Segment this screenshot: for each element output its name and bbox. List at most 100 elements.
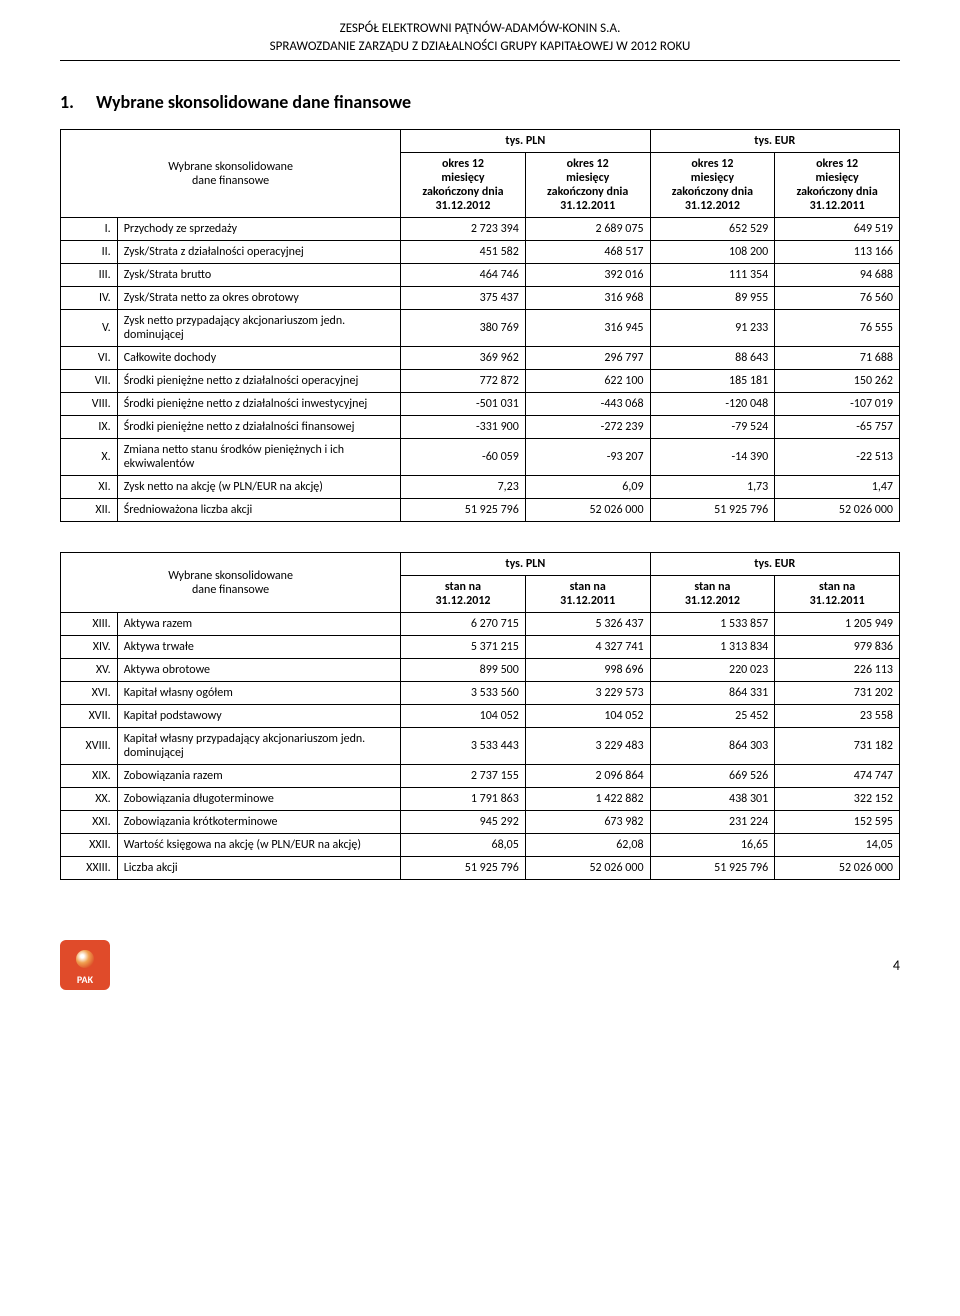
t2-value: 474 747 [775, 765, 900, 788]
page-number: 4 [893, 957, 900, 974]
t2-roman: XIX. [61, 765, 118, 788]
table-row: XX.Zobowiązania długoterminowe1 791 8631… [61, 788, 900, 811]
t2-value: 669 526 [650, 765, 775, 788]
t2-roman: XXII. [61, 834, 118, 857]
t1-label: Zysk/Strata z działalności operacyjnej [117, 241, 400, 264]
pak-logo [60, 940, 110, 990]
t2-value: 104 052 [525, 705, 650, 728]
t2-col4: stan na31.12.2011 [775, 576, 900, 613]
t1-value: 2 689 075 [525, 218, 650, 241]
t1-value: 316 968 [525, 287, 650, 310]
t1-value: -65 757 [775, 416, 900, 439]
t1-value: 772 872 [401, 370, 526, 393]
t2-label: Zobowiązania razem [117, 765, 400, 788]
t2-label: Aktywa trwałe [117, 636, 400, 659]
t2-label: Zobowiązania krótkoterminowe [117, 811, 400, 834]
t1-value: 316 945 [525, 310, 650, 347]
t2-roman: XXI. [61, 811, 118, 834]
t2-value: 14,05 [775, 834, 900, 857]
t1-value: 7,23 [401, 476, 526, 499]
table-row: XI.Zysk netto na akcję (w PLN/EUR na akc… [61, 476, 900, 499]
t1-label: Środki pieniężne netto z działalności fi… [117, 416, 400, 439]
t1-value: 52 026 000 [775, 499, 900, 522]
t2-value: 731 202 [775, 682, 900, 705]
t2-col3: stan na31.12.2012 [650, 576, 775, 613]
t1-label: Średnioważona liczba akcji [117, 499, 400, 522]
t2-value: 899 500 [401, 659, 526, 682]
header-rule [60, 60, 900, 61]
t2-value: 1 533 857 [650, 613, 775, 636]
t1-value: 375 437 [401, 287, 526, 310]
t1-group-eur: tys. EUR [650, 130, 899, 153]
t2-roman: XV. [61, 659, 118, 682]
t1-roman: VII. [61, 370, 118, 393]
t2-value: 220 023 [650, 659, 775, 682]
t1-label: Zysk netto na akcję (w PLN/EUR na akcję) [117, 476, 400, 499]
table-row: XXIII.Liczba akcji51 925 79652 026 00051… [61, 857, 900, 880]
t2-roman: XIII. [61, 613, 118, 636]
t1-roman: I. [61, 218, 118, 241]
table-row: XIX.Zobowiązania razem2 737 1552 096 864… [61, 765, 900, 788]
table-row: VIII.Środki pieniężne netto z działalnoś… [61, 393, 900, 416]
t1-value: 94 688 [775, 264, 900, 287]
t2-value: 864 331 [650, 682, 775, 705]
table-row: XIII.Aktywa razem6 270 7155 326 4371 533… [61, 613, 900, 636]
t1-roman: XII. [61, 499, 118, 522]
t1-value: 464 746 [401, 264, 526, 287]
t1-value: 392 016 [525, 264, 650, 287]
table-row: XVIII.Kapitał własny przypadający akcjon… [61, 728, 900, 765]
t2-value: 945 292 [401, 811, 526, 834]
t1-col4: okres 12miesięcyzakończony dnia31.12.201… [775, 153, 900, 218]
t1-label: Zysk netto przypadający akcjonariuszom j… [117, 310, 400, 347]
t1-value: -120 048 [650, 393, 775, 416]
t1-value: -443 068 [525, 393, 650, 416]
table-row: XIV.Aktywa trwałe5 371 2154 327 7411 313… [61, 636, 900, 659]
table-row: VI.Całkowite dochody369 962296 79788 643… [61, 347, 900, 370]
table-row: VII.Środki pieniężne netto z działalnośc… [61, 370, 900, 393]
t1-roman: IV. [61, 287, 118, 310]
t1-value: 108 200 [650, 241, 775, 264]
table-row: III.Zysk/Strata brutto464 746392 016111 … [61, 264, 900, 287]
t2-col2: stan na31.12.2011 [525, 576, 650, 613]
t2-label: Aktywa obrotowe [117, 659, 400, 682]
t2-value: 1 791 863 [401, 788, 526, 811]
t2-label: Kapitał podstawowy [117, 705, 400, 728]
t1-value: 51 925 796 [650, 499, 775, 522]
table-row: IX.Środki pieniężne netto z działalności… [61, 416, 900, 439]
t2-roman: XVIII. [61, 728, 118, 765]
t1-label: Zmiana netto stanu środków pieniężnych i… [117, 439, 400, 476]
t1-value: -93 207 [525, 439, 650, 476]
section-num: 1. [60, 91, 74, 113]
t2-value: 438 301 [650, 788, 775, 811]
t1-value: -331 900 [401, 416, 526, 439]
header-line-1: ZESPÓŁ ELEKTROWNI PĄTNÓW-ADAMÓW-KONIN S.… [60, 20, 900, 38]
t1-value: 1,47 [775, 476, 900, 499]
t1-value: 1,73 [650, 476, 775, 499]
t1-value: 185 181 [650, 370, 775, 393]
t1-value: 150 262 [775, 370, 900, 393]
header-line-2: SPRAWOZDANIE ZARZĄDU Z DZIAŁALNOŚCI GRUP… [60, 38, 900, 56]
table-row: X.Zmiana netto stanu środków pieniężnych… [61, 439, 900, 476]
t1-value: 76 560 [775, 287, 900, 310]
t1-value: 6,09 [525, 476, 650, 499]
table-row: XXII.Wartość księgowa na akcję (w PLN/EU… [61, 834, 900, 857]
t1-value: 468 517 [525, 241, 650, 264]
t1-value: 89 955 [650, 287, 775, 310]
t1-col2: okres 12miesięcyzakończony dnia31.12.201… [525, 153, 650, 218]
table-row: XXI.Zobowiązania krótkoterminowe945 2926… [61, 811, 900, 834]
t1-value: -79 524 [650, 416, 775, 439]
t1-value: -272 239 [525, 416, 650, 439]
t2-value: 62,08 [525, 834, 650, 857]
table-row: II.Zysk/Strata z działalności operacyjne… [61, 241, 900, 264]
t2-roman: XXIII. [61, 857, 118, 880]
t2-label: Zobowiązania długoterminowe [117, 788, 400, 811]
t1-roman: V. [61, 310, 118, 347]
t1-value: 91 233 [650, 310, 775, 347]
t1-value: 52 026 000 [525, 499, 650, 522]
t2-value: 3 229 573 [525, 682, 650, 705]
t2-value: 231 224 [650, 811, 775, 834]
table-2: Wybrane skonsolidowanedane finansowe tys… [60, 552, 900, 880]
t1-value: 451 582 [401, 241, 526, 264]
t1-value: -60 059 [401, 439, 526, 476]
t2-value: 3 229 483 [525, 728, 650, 765]
